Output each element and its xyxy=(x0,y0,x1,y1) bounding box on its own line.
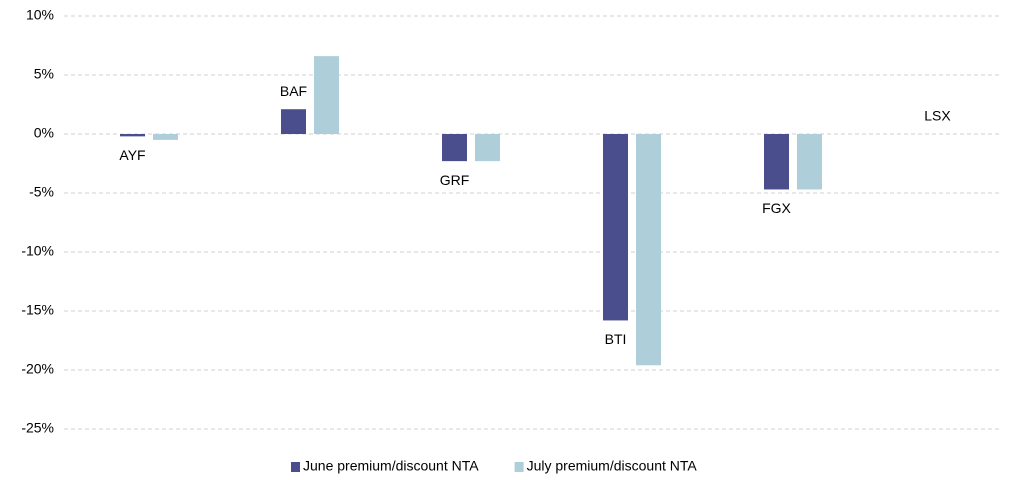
bar xyxy=(442,134,467,162)
category-label: LSX xyxy=(924,108,951,124)
bar xyxy=(120,134,145,137)
category-label: BAF xyxy=(280,83,307,99)
legend-swatch xyxy=(291,462,300,472)
bar xyxy=(475,134,500,162)
y-tick-label: 0% xyxy=(34,125,54,141)
bar xyxy=(764,134,789,190)
category-label: BTI xyxy=(605,331,627,347)
y-tick-label: -20% xyxy=(21,361,54,377)
y-tick-label: -10% xyxy=(21,243,54,259)
bar xyxy=(603,134,628,321)
legend-swatch xyxy=(514,462,524,472)
y-tick-label: 5% xyxy=(34,66,54,82)
y-tick-label: -5% xyxy=(29,184,54,200)
bar xyxy=(636,134,661,366)
bar xyxy=(314,56,339,135)
category-label: FGX xyxy=(762,200,791,216)
legend-label: June premium/discount NTA xyxy=(303,458,479,474)
bar xyxy=(797,134,822,190)
category-label: AYF xyxy=(119,147,145,163)
y-tick-label: -25% xyxy=(21,420,54,436)
category-label: GRF xyxy=(440,172,470,188)
y-tick-label: -15% xyxy=(21,302,54,318)
legend-label: July premium/discount NTA xyxy=(527,458,698,474)
bar xyxy=(281,109,306,134)
bar xyxy=(153,134,178,140)
y-tick-label: 10% xyxy=(26,7,54,23)
